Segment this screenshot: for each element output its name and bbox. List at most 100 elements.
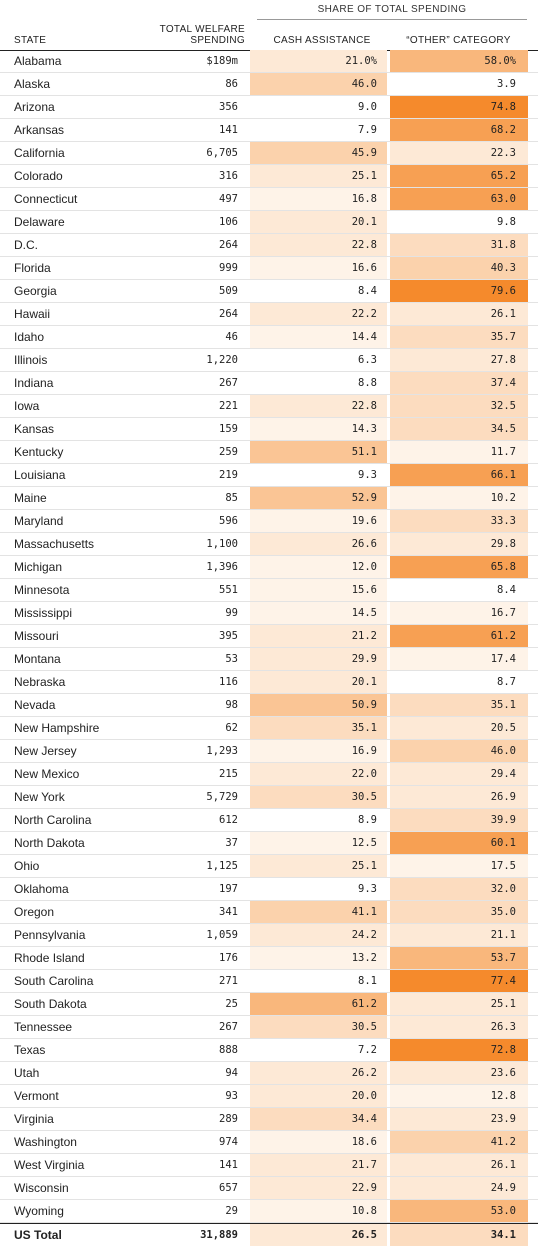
table-row: South Carolina 271 8.1 77.4 xyxy=(0,970,538,993)
cash-assistance-cell: 41.1 xyxy=(250,901,387,923)
table-body: Alabama $189m 21.0% 58.0% Alaska 86 46.0 3.9 Ari… xyxy=(0,50,538,1248)
table-row: New Mexico 215 22.0 29.4 xyxy=(0,763,538,786)
table-row: Hawaii 264 22.2 26.1 xyxy=(0,303,538,326)
total-spending-cell: 98 xyxy=(225,699,238,711)
table-row: Ohio 1,125 25.1 17.5 xyxy=(0,855,538,878)
other-category-cell: 10.2 xyxy=(390,487,528,509)
total-spending-cell: 37 xyxy=(225,837,238,849)
cash-assistance-cell: 13.2 xyxy=(250,947,387,969)
state-cell: Indiana xyxy=(14,376,54,390)
other-category-cell: 20.5 xyxy=(390,717,528,739)
total-spending-cell: 551 xyxy=(219,584,238,596)
total-spending-cell: 116 xyxy=(219,676,238,688)
total-spending-cell: 176 xyxy=(219,952,238,964)
total-spending-cell: 341 xyxy=(219,906,238,918)
total-spending-cell: 25 xyxy=(225,998,238,1010)
total-spending-cell: 356 xyxy=(219,101,238,113)
table-row: Massachusetts 1,100 26.6 29.8 xyxy=(0,533,538,556)
state-cell: Maryland xyxy=(14,514,64,528)
state-cell: Virginia xyxy=(14,1112,54,1126)
cash-assistance-cell: 45.9 xyxy=(250,142,387,164)
table-row: Florida 999 16.6 40.3 xyxy=(0,257,538,280)
other-category-cell: 32.5 xyxy=(390,395,528,417)
cash-assistance-cell: 21.2 xyxy=(250,625,387,647)
cash-assistance-cell: 10.8 xyxy=(250,1200,387,1222)
total-spending-cell: 86 xyxy=(225,78,238,90)
total-spending-cell: 197 xyxy=(219,883,238,895)
total-spending-cell: 657 xyxy=(219,1182,238,1194)
table-row: Mississippi 99 14.5 16.7 xyxy=(0,602,538,625)
cash-assistance-cell: 26.5 xyxy=(250,1224,387,1246)
state-cell: Minnesota xyxy=(14,583,70,597)
cash-assistance-cell: 26.2 xyxy=(250,1062,387,1084)
total-spending-cell: 974 xyxy=(219,1136,238,1148)
state-cell: Oklahoma xyxy=(14,882,69,896)
total-spending-header-line-1: TOTAL WELFARE xyxy=(159,24,245,35)
total-spending-cell: 141 xyxy=(219,1159,238,1171)
state-cell: Texas xyxy=(14,1043,46,1057)
state-cell: Louisiana xyxy=(14,468,66,482)
other-category-cell: 60.1 xyxy=(390,832,528,854)
total-spending-cell: 596 xyxy=(219,515,238,527)
other-category-cell: 11.7 xyxy=(390,441,528,463)
table-row: Nebraska 116 20.1 8.7 xyxy=(0,671,538,694)
table-row: North Dakota 37 12.5 60.1 xyxy=(0,832,538,855)
table-row: Alaska 86 46.0 3.9 xyxy=(0,73,538,96)
table-row: Arizona 356 9.0 74.8 xyxy=(0,96,538,119)
table-row: Virginia 289 34.4 23.9 xyxy=(0,1108,538,1131)
total-spending-cell: 219 xyxy=(219,469,238,481)
state-cell: Rhode Island xyxy=(14,951,85,965)
table-row: Iowa 221 22.8 32.5 xyxy=(0,395,538,418)
total-spending-cell: 264 xyxy=(219,308,238,320)
total-spending-cell: 1,059 xyxy=(206,929,238,941)
other-category-cell: 29.8 xyxy=(390,533,528,555)
table-row: Pennsylvania 1,059 24.2 21.1 xyxy=(0,924,538,947)
total-spending-cell: 1,125 xyxy=(206,860,238,872)
total-spending-cell: 93 xyxy=(225,1090,238,1102)
other-category-cell: 31.8 xyxy=(390,234,528,256)
total-spending-cell: 1,220 xyxy=(206,354,238,366)
total-spending-cell: 215 xyxy=(219,768,238,780)
cash-assistance-cell: 22.9 xyxy=(250,1177,387,1199)
state-cell: Hawaii xyxy=(14,307,51,321)
other-category-cell: 34.1 xyxy=(390,1224,528,1246)
state-cell: Washington xyxy=(14,1135,77,1149)
table-row: Wisconsin 657 22.9 24.9 xyxy=(0,1177,538,1200)
other-category-cell: 16.7 xyxy=(390,602,528,624)
table-row: Utah 94 26.2 23.6 xyxy=(0,1062,538,1085)
table-row: South Dakota 25 61.2 25.1 xyxy=(0,993,538,1016)
state-cell: Missouri xyxy=(14,629,59,643)
cash-assistance-cell: 22.0 xyxy=(250,763,387,785)
total-spending-cell: 316 xyxy=(219,170,238,182)
cash-assistance-cell: 14.5 xyxy=(250,602,387,624)
state-cell: D.C. xyxy=(14,238,38,252)
table-row: Vermont 93 20.0 12.8 xyxy=(0,1085,538,1108)
other-category-cell: 21.1 xyxy=(390,924,528,946)
other-category-cell: 35.0 xyxy=(390,901,528,923)
other-category-cell: 17.5 xyxy=(390,855,528,877)
cash-assistance-cell: 24.2 xyxy=(250,924,387,946)
state-cell: Kentucky xyxy=(14,445,64,459)
cash-assistance-cell: 29.9 xyxy=(250,648,387,670)
cash-assistance-cell: 12.5 xyxy=(250,832,387,854)
table-row: Montana 53 29.9 17.4 xyxy=(0,648,538,671)
cash-assistance-cell: 9.3 xyxy=(250,878,387,900)
cash-assistance-cell: 14.4 xyxy=(250,326,387,348)
cash-assistance-cell: 20.0 xyxy=(250,1085,387,1107)
other-category-cell: 72.8 xyxy=(390,1039,528,1061)
total-spending-header-line-2: SPENDING xyxy=(190,35,245,46)
share-of-total-spending-group-header: SHARE OF TOTAL SPENDING xyxy=(257,4,527,20)
other-category-cell: 46.0 xyxy=(390,740,528,762)
total-spending-cell: 1,100 xyxy=(206,538,238,550)
total-spending-cell: 159 xyxy=(219,423,238,435)
cash-assistance-cell: 30.5 xyxy=(250,786,387,808)
state-cell: Georgia xyxy=(14,284,57,298)
total-spending-cell: 289 xyxy=(219,1113,238,1125)
other-category-cell: 65.2 xyxy=(390,165,528,187)
state-cell: Florida xyxy=(14,261,51,275)
other-category-cell: 26.1 xyxy=(390,303,528,325)
cash-assistance-cell: 8.8 xyxy=(250,372,387,394)
table-row: Minnesota 551 15.6 8.4 xyxy=(0,579,538,602)
total-spending-cell: 6,705 xyxy=(206,147,238,159)
total-spending-cell: 221 xyxy=(219,400,238,412)
